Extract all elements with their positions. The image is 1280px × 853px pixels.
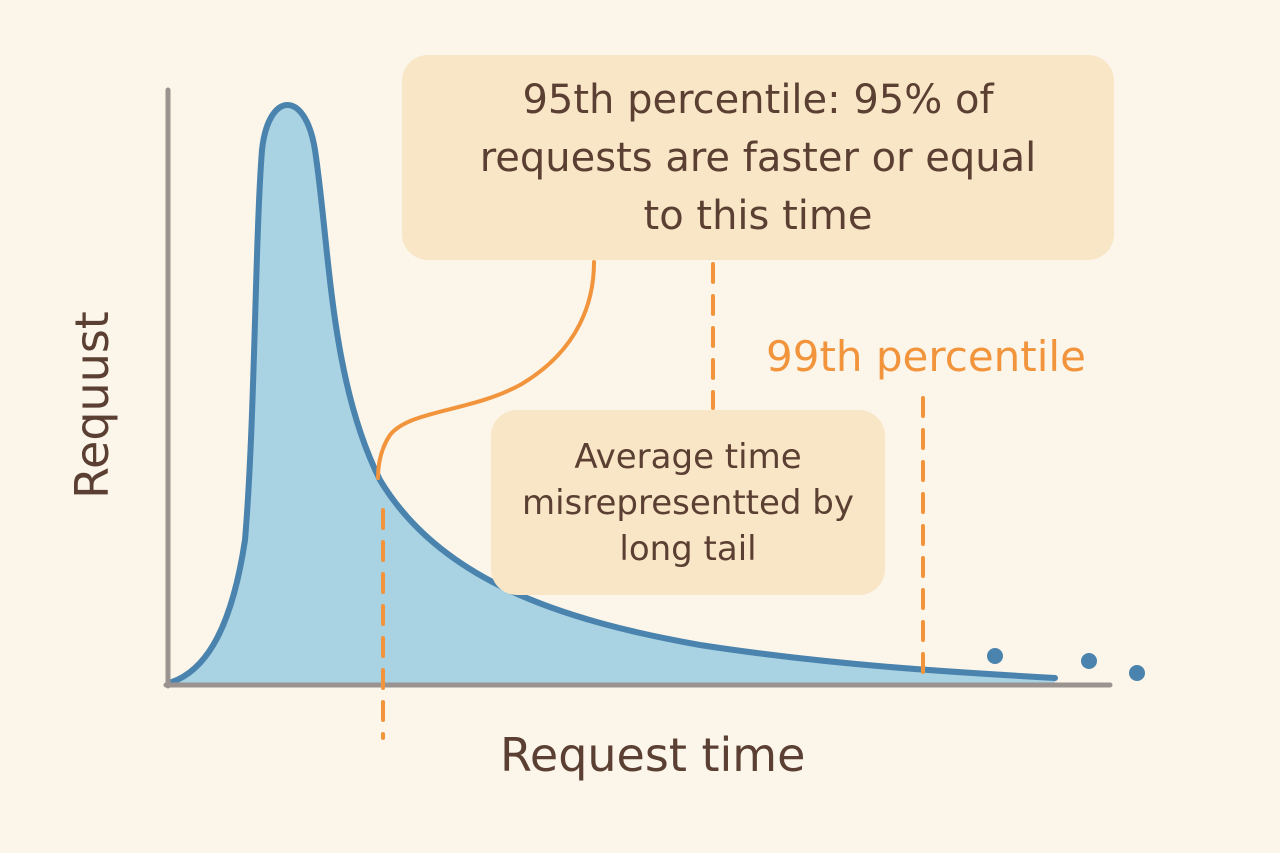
percentile-95-callout: 95th percentile: 95% of requests are fas…	[402, 55, 1114, 260]
outlier-dot	[1081, 653, 1097, 669]
y-axis-label: Requust	[65, 311, 119, 499]
average-time-callout: Average time misrepresentted by long tai…	[491, 410, 885, 595]
average-time-callout-text: Average time misrepresentted by long tai…	[521, 436, 854, 569]
x-axis-label: Request time	[500, 728, 806, 782]
distribution-area	[172, 104, 1055, 685]
callout-connector	[376, 260, 596, 480]
percentile-99-label: 99th percentile	[766, 332, 1086, 381]
outlier-dot	[1129, 665, 1145, 681]
distribution-curve	[169, 102, 1058, 685]
percentile-95-callout-text: 95th percentile: 95% of requests are fas…	[479, 76, 1037, 239]
outlier-dot	[987, 648, 1003, 664]
